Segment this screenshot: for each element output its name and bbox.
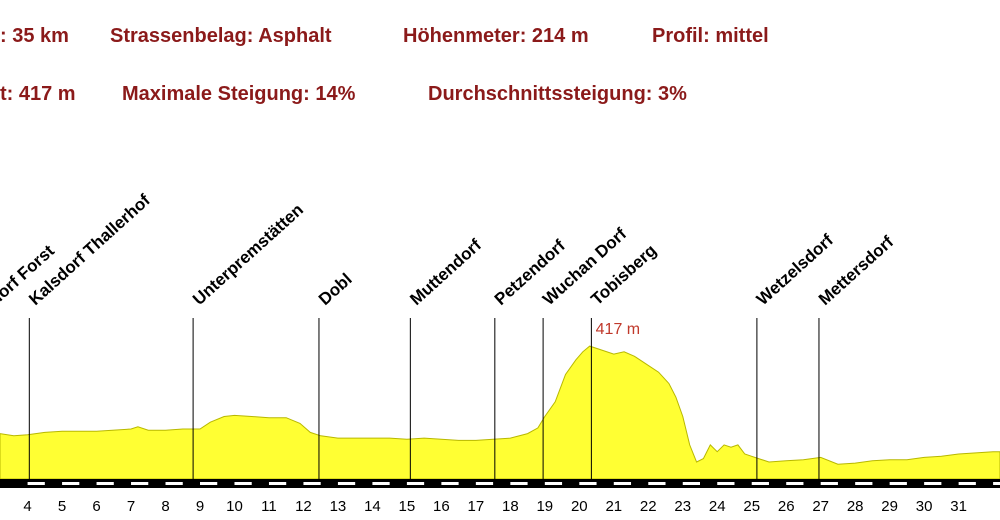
axis-band-segment: [786, 482, 804, 485]
x-tick-26: 26: [778, 498, 795, 515]
place-label-wuchan-dorf: Wuchan Dorf: [539, 224, 630, 309]
x-tick-17: 17: [468, 498, 485, 515]
stat-avg-gradient: Durchschnittssteigung: 3%: [428, 83, 687, 105]
x-tick-20: 20: [571, 498, 588, 515]
stat-profile: Profil: mittel: [652, 25, 769, 47]
x-tick-18: 18: [502, 498, 519, 515]
x-tick-28: 28: [847, 498, 864, 515]
x-tick-15: 15: [399, 498, 416, 515]
axis-band-segment: [751, 482, 769, 485]
x-tick-4: 4: [23, 498, 31, 515]
axis-band-segment: [889, 482, 907, 485]
axis-band-segment: [855, 482, 873, 485]
x-tick-25: 25: [743, 498, 760, 515]
axis-band-segment: [544, 482, 563, 485]
axis-band-segment: [924, 482, 942, 485]
stat-highest-point: t: 417 m: [0, 83, 76, 105]
stat-elevation-gain: Höhenmeter: 214 m: [403, 25, 589, 47]
place-label-muttendorf: Muttendorf: [406, 235, 485, 309]
x-tick-22: 22: [640, 498, 657, 515]
x-tick-14: 14: [364, 498, 381, 515]
axis-band-segment: [234, 482, 252, 485]
place-label-unterpremst-tten: Unterpremstätten: [189, 200, 307, 309]
x-tick-29: 29: [881, 498, 898, 515]
axis-band-segment: [406, 482, 425, 485]
profile-area-layer: [0, 345, 1000, 480]
x-tick-24: 24: [709, 498, 726, 515]
x-tick-6: 6: [92, 498, 100, 515]
axis-band-segment: [441, 482, 459, 485]
axis-band-segment: [268, 482, 287, 485]
axis-band-segment: [682, 482, 700, 485]
x-tick-21: 21: [605, 498, 622, 515]
axis-band-segment: [475, 482, 494, 485]
axis-band-segment: [717, 482, 735, 485]
x-tick-30: 30: [916, 498, 933, 515]
place-label-dobl: Dobl: [315, 270, 356, 309]
x-tick-8: 8: [161, 498, 169, 515]
axis-band-segment: [648, 482, 666, 485]
axis-band-segment: [613, 482, 632, 485]
distance-axis: 4 5 6 7 8 9 10 11 12 13 14 15 16 17 18 19 20 21 22 23 24 25 26…: [0, 479, 1000, 515]
x-tick-5: 5: [58, 498, 66, 515]
x-tick-11: 11: [261, 498, 277, 515]
axis-band-segment: [165, 482, 183, 485]
axis-band-segment: [510, 482, 528, 485]
axis-band-segment: [337, 482, 356, 485]
x-tick-12: 12: [295, 498, 312, 515]
stat-distance: : 35 km: [0, 25, 69, 47]
axis-band: [0, 479, 1000, 488]
axis-band-segment: [62, 482, 80, 485]
axis-band-segment: [303, 482, 321, 485]
x-tick-23: 23: [674, 498, 691, 515]
axis-band-segment: [579, 482, 597, 485]
x-tick-7: 7: [127, 498, 135, 515]
axis-band-segment: [958, 482, 976, 485]
x-tick-9: 9: [196, 498, 204, 515]
stat-max-gradient: Maximale Steigung: 14%: [122, 83, 356, 105]
axis-band-segment: [372, 482, 390, 485]
axis-band-segment: [820, 482, 838, 485]
axis-band-segment: [131, 482, 149, 485]
max-elevation-label: 417 m: [596, 321, 640, 338]
elevation-area: [0, 345, 1000, 480]
axis-band-segment: [96, 482, 114, 485]
axis-band-segment: [200, 482, 218, 485]
axis-band-segment: [993, 482, 1000, 485]
x-tick-10: 10: [226, 498, 243, 515]
x-tick-19: 19: [536, 498, 553, 515]
stat-surface: Strassenbelag: Asphalt: [110, 25, 332, 47]
axis-band-segment: [27, 482, 45, 485]
x-tick-13: 13: [330, 498, 347, 515]
x-tick-27: 27: [812, 498, 829, 515]
x-tick-31: 31: [950, 498, 967, 515]
x-tick-16: 16: [433, 498, 450, 515]
